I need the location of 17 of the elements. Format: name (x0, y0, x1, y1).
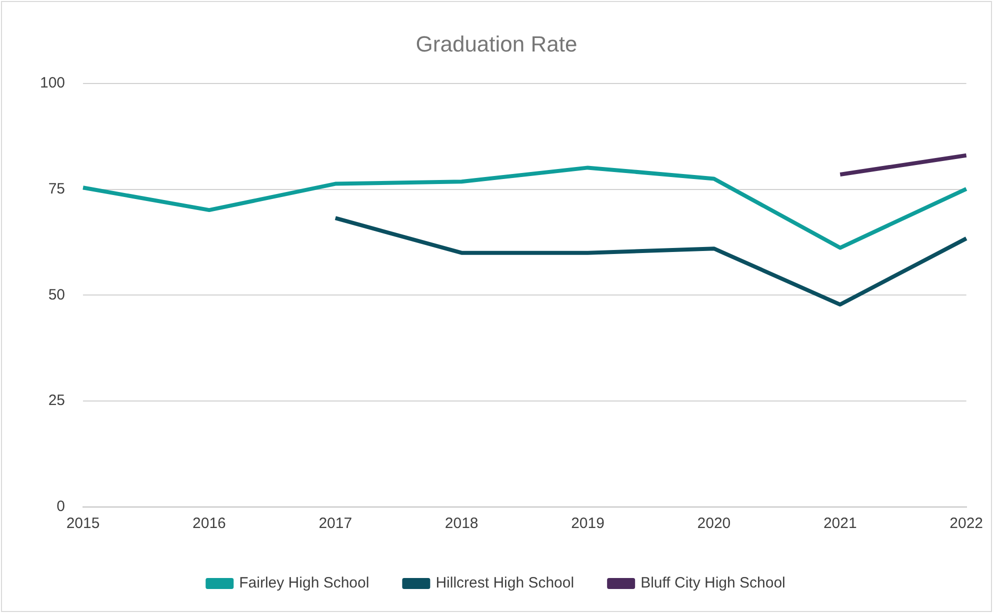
legend-label: Bluff City High School (640, 574, 786, 592)
y-tick-label: 0 (56, 498, 66, 516)
x-tick-label: 2021 (823, 515, 857, 532)
legend-label: Fairley High School (239, 574, 370, 592)
x-tick-label: 2015 (66, 515, 100, 532)
x-tick-label: 2022 (950, 515, 984, 532)
x-tick-label: 2019 (571, 515, 604, 532)
x-tick-label: 2020 (697, 515, 731, 532)
y-tick-label: 75 (48, 180, 66, 198)
y-tick-label: 25 (48, 392, 66, 410)
x-tick-label: 2017 (318, 515, 352, 532)
legend-label: Hillcrest High School (436, 574, 574, 592)
y-tick-label: 100 (40, 74, 66, 92)
x-tick-label: 2018 (444, 515, 478, 532)
x-tick-label: 2016 (192, 515, 226, 532)
chart-title: Graduation Rate (416, 31, 578, 56)
y-tick-label: 50 (48, 286, 66, 304)
